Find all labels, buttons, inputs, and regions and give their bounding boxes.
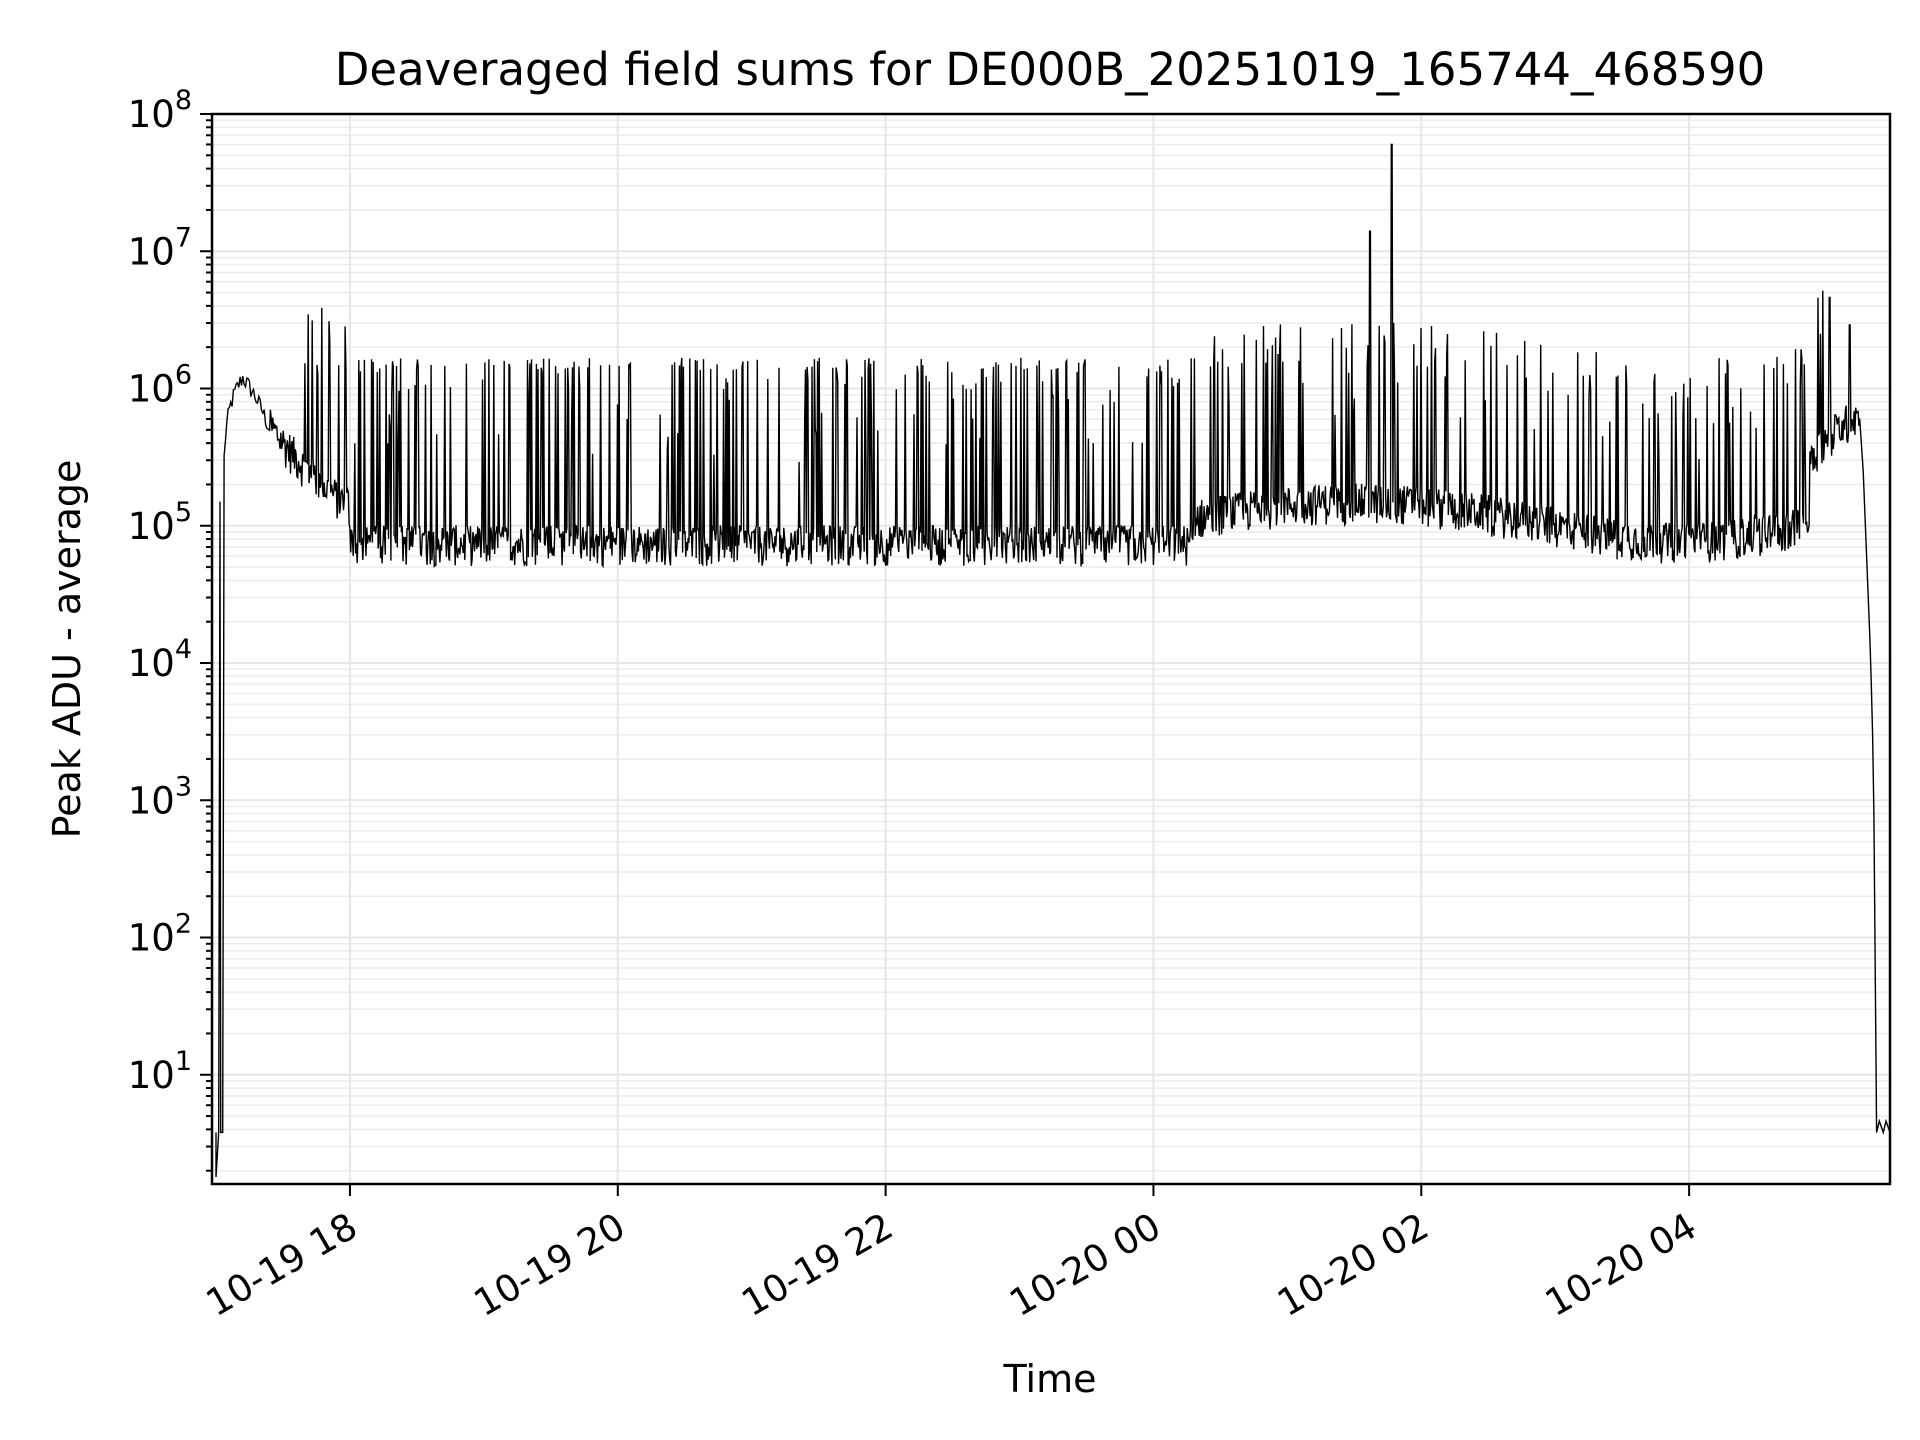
y-tick-exponent: 8 (175, 85, 192, 116)
y-tick-exponent: 2 (175, 909, 192, 940)
y-tick-base: 10 (128, 505, 175, 548)
y-tick-label: 107 (128, 222, 192, 273)
y-tick-base: 10 (128, 779, 175, 822)
chart-title: Deaveraged field sums for DE000B_2025101… (335, 43, 1766, 96)
x-axis-label: Time (1003, 1357, 1097, 1401)
y-tick-label: 105 (128, 497, 192, 548)
y-tick-label: 103 (128, 771, 192, 822)
y-tick-exponent: 6 (175, 360, 192, 391)
y-tick-label: 104 (128, 634, 192, 685)
y-tick-exponent: 1 (175, 1046, 192, 1077)
y-tick-base: 10 (128, 1054, 175, 1097)
y-tick-label: 102 (128, 909, 192, 960)
series-layer (215, 143, 1891, 1178)
y-tick-base: 10 (128, 368, 175, 411)
y-tick-base: 10 (128, 642, 175, 685)
y-tick-base: 10 (128, 917, 175, 960)
y-tick-label: 108 (128, 85, 192, 136)
series-line (215, 143, 1891, 1178)
y-tick-label: 101 (128, 1046, 192, 1097)
y-tick-base: 10 (128, 93, 175, 136)
y-tick-label: 106 (128, 360, 192, 411)
y-tick-exponent: 4 (175, 634, 192, 665)
y-tick-exponent: 5 (175, 497, 192, 528)
y-axis-label: Peak ADU - average (45, 460, 89, 839)
y-tick-exponent: 7 (175, 222, 192, 253)
y-tick-base: 10 (128, 230, 175, 273)
y-tick-exponent: 3 (175, 771, 192, 802)
plot-frame (210, 112, 1892, 1186)
